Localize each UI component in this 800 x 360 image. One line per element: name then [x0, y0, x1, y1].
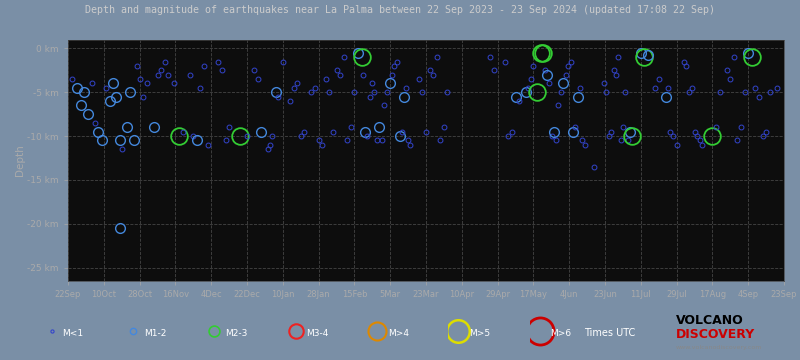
Text: M2-3: M2-3 [225, 328, 247, 338]
Text: M3-4: M3-4 [306, 328, 329, 338]
Text: M>4: M>4 [388, 328, 409, 338]
Text: VOLCANO: VOLCANO [676, 314, 744, 327]
Text: www.volcanodiscovery.com: www.volcanodiscovery.com [676, 345, 762, 350]
Text: Depth and magnitude of earthquakes near La Palma between 22 Sep 2023 - 23 Sep 20: Depth and magnitude of earthquakes near … [85, 5, 715, 15]
Text: Times UTC: Times UTC [584, 328, 635, 338]
Text: M>6: M>6 [550, 328, 571, 338]
Y-axis label: Depth: Depth [14, 144, 25, 176]
Text: DISCOVERY: DISCOVERY [676, 328, 755, 341]
Text: M1-2: M1-2 [144, 328, 166, 338]
Text: M<1: M<1 [62, 328, 83, 338]
Text: M>5: M>5 [469, 328, 490, 338]
